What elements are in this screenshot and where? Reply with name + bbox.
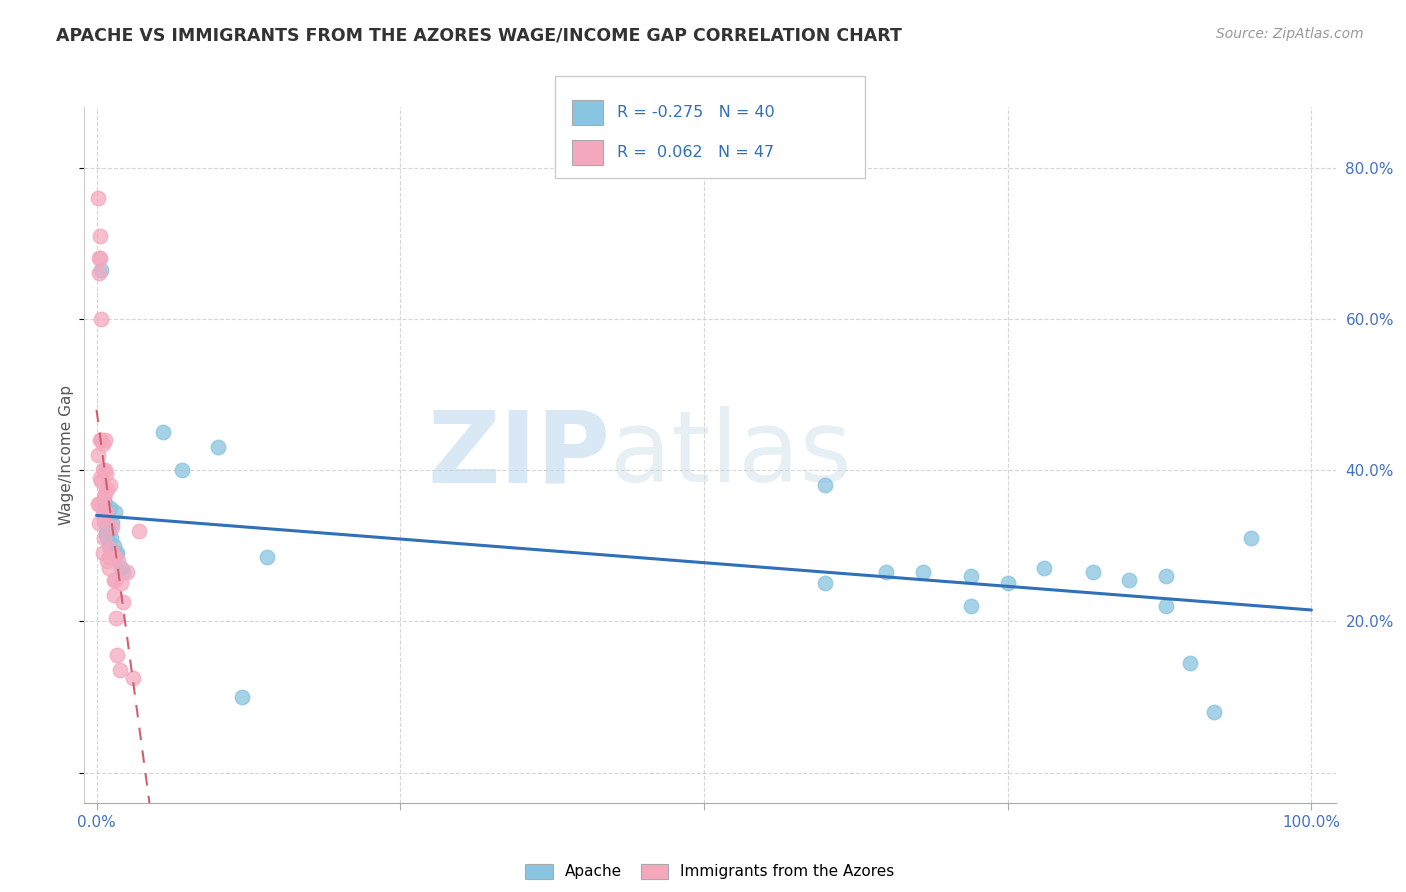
Point bbox=[96, 531, 118, 545]
Point bbox=[997, 576, 1019, 591]
Point bbox=[960, 569, 983, 583]
Point bbox=[105, 546, 128, 560]
Point bbox=[112, 565, 135, 579]
Point bbox=[91, 463, 114, 477]
Point bbox=[103, 588, 125, 602]
Point bbox=[103, 573, 125, 587]
Point bbox=[87, 448, 110, 462]
Point bbox=[98, 478, 121, 492]
Point bbox=[94, 433, 117, 447]
Point bbox=[814, 576, 837, 591]
Point bbox=[97, 539, 120, 553]
Point bbox=[96, 524, 118, 538]
Point bbox=[93, 531, 115, 545]
Point bbox=[89, 228, 111, 243]
Point bbox=[152, 425, 174, 440]
Point bbox=[170, 463, 193, 477]
Point bbox=[90, 475, 112, 489]
Point bbox=[97, 524, 120, 538]
Point bbox=[94, 497, 117, 511]
Point bbox=[1154, 599, 1177, 614]
Point bbox=[91, 505, 114, 519]
Point bbox=[94, 485, 117, 500]
Point bbox=[87, 267, 110, 281]
Point bbox=[87, 191, 110, 205]
Point bbox=[100, 542, 122, 557]
Point bbox=[87, 252, 110, 266]
Point bbox=[207, 441, 229, 455]
Point bbox=[90, 311, 112, 326]
Point bbox=[112, 595, 135, 609]
Point bbox=[1204, 705, 1226, 719]
Point bbox=[105, 648, 128, 663]
Point bbox=[1178, 656, 1201, 670]
Point bbox=[1240, 531, 1263, 545]
Point bbox=[875, 565, 897, 579]
Point bbox=[101, 516, 124, 530]
Point bbox=[96, 554, 118, 568]
Point bbox=[110, 561, 132, 575]
Point bbox=[104, 573, 127, 587]
Point bbox=[110, 576, 132, 591]
Point bbox=[104, 610, 127, 624]
Point bbox=[104, 505, 127, 519]
Point bbox=[115, 565, 138, 579]
Point bbox=[87, 516, 110, 530]
Point bbox=[1118, 573, 1140, 587]
Text: R = -0.275   N = 40: R = -0.275 N = 40 bbox=[617, 105, 775, 120]
Text: Source: ZipAtlas.com: Source: ZipAtlas.com bbox=[1216, 27, 1364, 41]
Point bbox=[89, 252, 111, 266]
Point bbox=[96, 482, 118, 496]
Point bbox=[100, 531, 122, 545]
Point bbox=[97, 549, 120, 564]
Point bbox=[87, 497, 110, 511]
Point bbox=[122, 671, 145, 685]
Point bbox=[90, 433, 112, 447]
Point bbox=[91, 546, 114, 560]
Point bbox=[128, 524, 150, 538]
Point bbox=[108, 664, 131, 678]
Point bbox=[91, 436, 114, 450]
Point bbox=[93, 512, 115, 526]
Point bbox=[89, 433, 111, 447]
Point bbox=[103, 539, 125, 553]
Point bbox=[104, 546, 127, 560]
Point bbox=[101, 520, 124, 534]
Point bbox=[96, 516, 118, 530]
Point bbox=[96, 527, 118, 541]
Point bbox=[814, 478, 837, 492]
Point bbox=[104, 549, 127, 564]
Text: atlas: atlas bbox=[610, 407, 852, 503]
Point bbox=[231, 690, 253, 704]
Point bbox=[98, 549, 121, 564]
Point bbox=[1081, 565, 1104, 579]
Point bbox=[93, 490, 115, 504]
Point bbox=[911, 565, 934, 579]
Point bbox=[94, 463, 117, 477]
Text: R =  0.062   N = 47: R = 0.062 N = 47 bbox=[617, 145, 775, 160]
Point bbox=[89, 470, 111, 484]
Point bbox=[107, 554, 129, 568]
Point bbox=[93, 493, 115, 508]
Point bbox=[960, 599, 983, 614]
Point bbox=[98, 500, 121, 515]
Legend: Apache, Immigrants from the Azores: Apache, Immigrants from the Azores bbox=[519, 857, 901, 886]
Point bbox=[87, 497, 110, 511]
Y-axis label: Wage/Income Gap: Wage/Income Gap bbox=[59, 384, 75, 525]
Point bbox=[93, 512, 115, 526]
Point bbox=[256, 549, 278, 564]
Point bbox=[1154, 569, 1177, 583]
Text: ZIP: ZIP bbox=[427, 407, 610, 503]
Point bbox=[1033, 561, 1056, 575]
Text: APACHE VS IMMIGRANTS FROM THE AZORES WAGE/INCOME GAP CORRELATION CHART: APACHE VS IMMIGRANTS FROM THE AZORES WAG… bbox=[56, 27, 903, 45]
Point bbox=[94, 516, 117, 530]
Point bbox=[96, 467, 118, 481]
Point bbox=[96, 505, 118, 519]
Point bbox=[90, 262, 112, 277]
Point bbox=[97, 561, 120, 575]
